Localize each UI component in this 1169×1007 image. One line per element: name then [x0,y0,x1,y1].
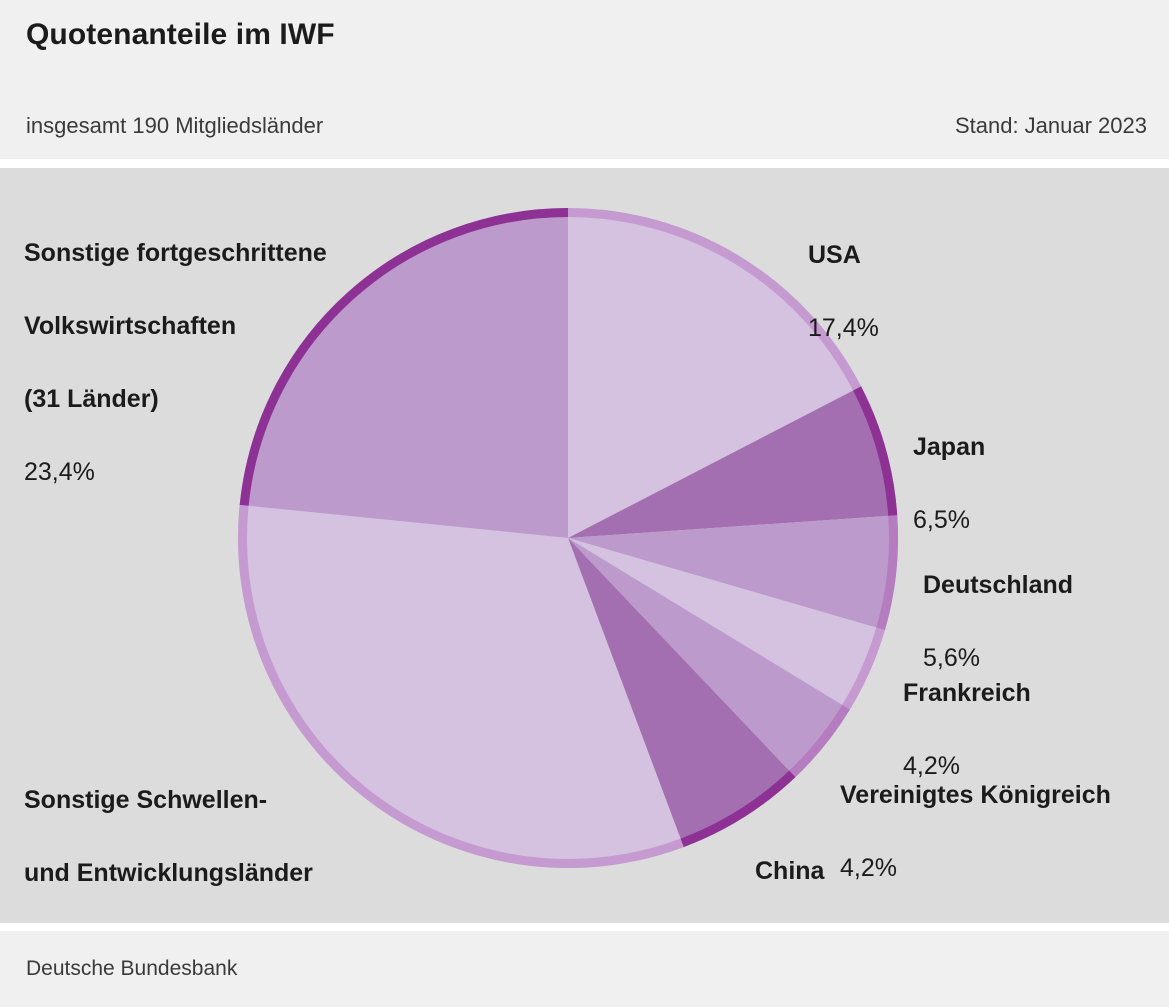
pie-slice-outline [853,386,898,516]
pie-slice[interactable] [568,386,898,538]
slice-label-advanced-economies-line3: (31 Länder) [24,384,159,413]
chart-panel: Sonstige fortgeschrittene Volkswirtschaf… [0,168,1169,1007]
pie-chart [238,208,898,868]
slice-label-china-name: China [755,856,825,885]
slice-value-france: 4,2% [903,751,960,780]
pie-slice[interactable] [568,538,850,778]
slice-value-advanced-economies: 23,4% [24,457,95,486]
page-title: Quotenanteile im IWF [26,18,335,51]
pie-slice[interactable] [568,538,796,848]
slice-label-germany-name: Deutschland [923,570,1074,599]
pie-slice-outline [789,704,850,778]
pie-slice[interactable] [239,208,569,538]
source-label: Deutsche Bundesbank [26,957,238,980]
slice-label-usa: USA 17,4% [808,198,879,385]
slice-label-usa-name: USA [808,240,861,269]
chart-subtitle: insgesamt 190 Mitgliedsländer [26,113,324,138]
slice-value-uk: 4,2% [840,853,897,882]
slice-label-japan: Japan 6,5% [913,390,985,577]
slice-label-france: Frankreich 4,2% [903,636,1031,823]
pie-slice-outline [680,770,796,848]
slice-label-uk-name: Vereinigtes Königreich [840,780,1111,809]
pie-slice[interactable] [568,208,862,538]
slice-value-germany: 5,6% [923,643,980,672]
chart-header: Quotenanteile im IWF insgesamt 190 Mitgl… [0,0,1169,159]
slice-value-japan: 6,5% [913,505,970,534]
pie-slice-outline [238,504,684,868]
slice-label-advanced-economies: Sonstige fortgeschrittene Volkswirtschaf… [24,196,327,529]
pie-slice-outline [842,627,885,710]
pie-slice[interactable] [568,538,885,710]
slice-label-france-name: Frankreich [903,678,1031,707]
slice-label-emerging-economies-line2: und Entwicklungsländer [24,858,313,887]
pie-slice-outline [567,208,862,391]
chart-footer: Deutsche Bundesbank [0,931,1169,1007]
slice-label-germany: Deutschland 5,6% [923,528,1073,715]
slice-value-usa: 17,4% [808,313,879,342]
chart-date-note: Stand: Januar 2023 [954,113,1147,138]
pie-outer-ring [238,208,898,868]
slice-label-advanced-economies-line2: Volkswirtschaften [24,311,237,340]
slice-label-emerging-economies-line1: Sonstige Schwellen- [24,785,268,814]
slice-label-advanced-economies-line1: Sonstige fortgeschrittene [24,238,327,267]
pie-slice-outline [239,208,569,506]
slice-label-japan-name: Japan [913,432,986,461]
pie-slice[interactable] [568,515,898,631]
slice-label-uk: Vereinigtes Königreich 4,2% [840,738,1111,925]
pie-slice-outline [876,515,898,631]
